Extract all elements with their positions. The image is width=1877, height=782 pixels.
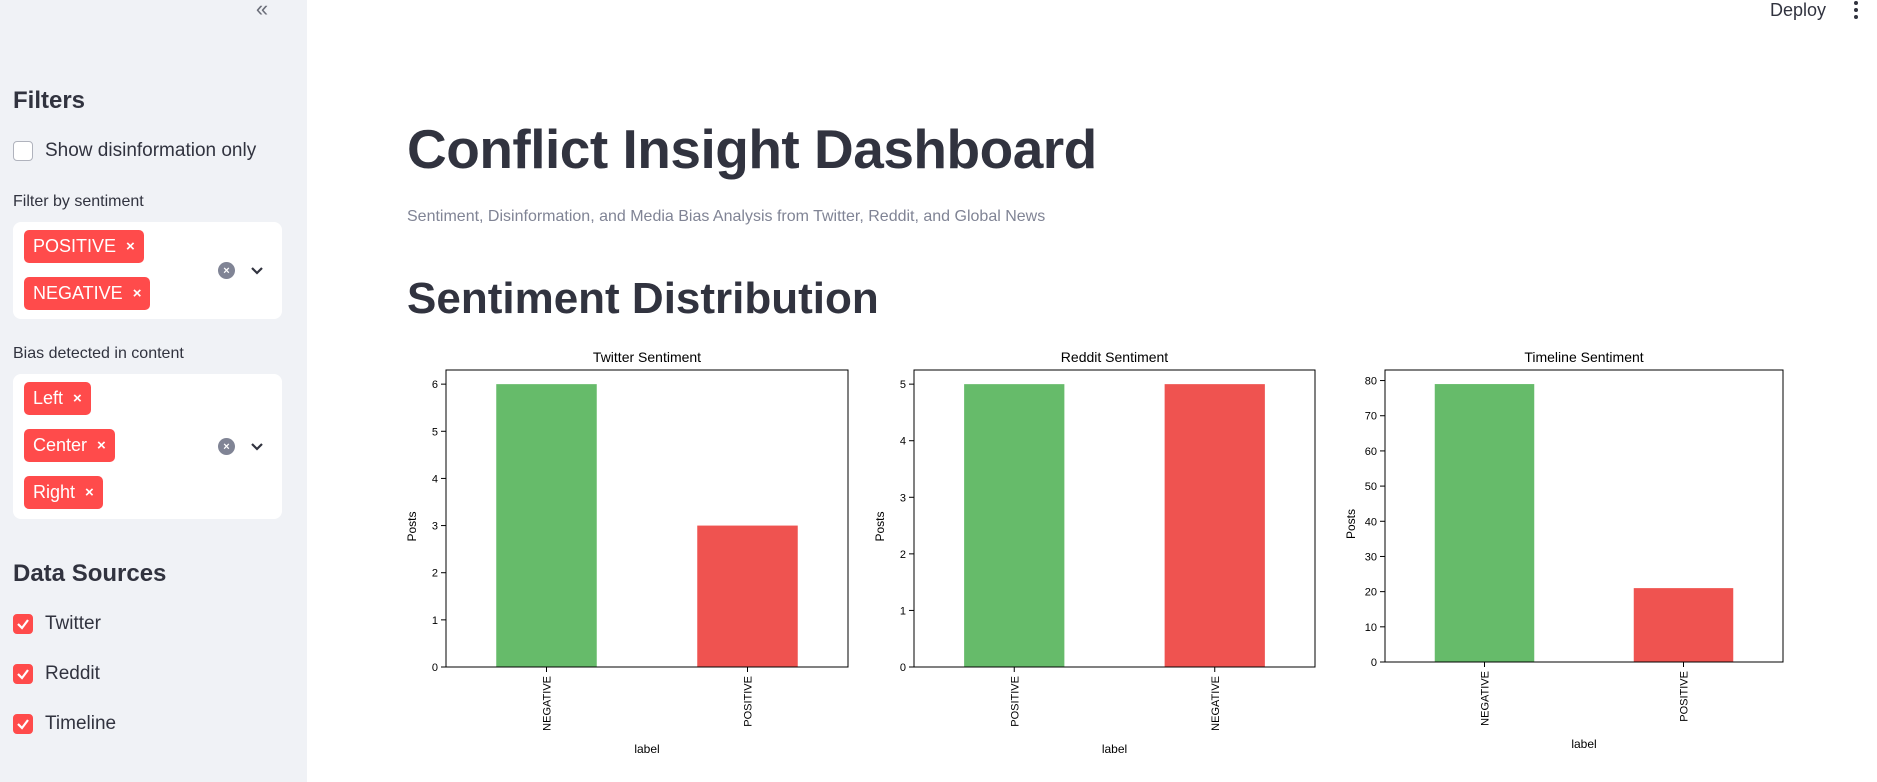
data-sources-heading: Data Sources: [13, 560, 167, 587]
tag-negative[interactable]: NEGATIVE ×: [24, 277, 151, 310]
chart-title: Twitter Sentiment: [593, 349, 701, 365]
source-timeline-checkbox[interactable]: Timeline: [13, 713, 116, 735]
sentiment-filter-label: Filter by sentiment: [13, 193, 144, 210]
tag-left[interactable]: Left ×: [24, 382, 91, 415]
timeline-sentiment-chart-svg: Timeline Sentiment NEGATIVE POSITIVE 0 10 20 3…: [1344, 349, 1784, 751]
chart-bar: [496, 384, 597, 667]
chart-bar: [964, 384, 1065, 667]
deploy-button[interactable]: Deploy: [1770, 0, 1827, 20]
source-label: Reddit: [45, 663, 100, 684]
y-tick-label: 70: [1365, 411, 1377, 423]
x-tick-label: POSITIVE: [743, 676, 755, 727]
y-tick-label: 5: [432, 426, 438, 438]
plot-frame: [445, 369, 849, 668]
chart-bar: [1434, 384, 1535, 662]
y-tick-label: 2: [432, 568, 438, 580]
twitter-sentiment-chart: Twitter Sentiment NEGATIVE POSITIVE 0 1 2 3 4 5 6…: [405, 345, 850, 756]
x-tick-label: POSITIVE: [1009, 676, 1021, 727]
y-tick-label: 10: [1365, 622, 1377, 634]
x-tick-label: NEGATIVE: [1210, 676, 1222, 731]
chart-bar: [1164, 384, 1265, 667]
y-tick-label: 0: [900, 662, 906, 674]
disinformation-checkbox[interactable]: Show disinformation only: [13, 140, 256, 162]
y-tick-label: 80: [1365, 376, 1377, 388]
reddit-sentiment-chart-svg: Reddit Sentiment POSITIVE NEGATIVE 0 1 2 3 4 5 la…: [873, 349, 1316, 756]
sentiment-multiselect[interactable]: POSITIVE × NEGATIVE × ×: [13, 222, 282, 319]
tag-label: Left: [33, 388, 64, 408]
y-tick-label: 50: [1365, 481, 1377, 493]
y-axis-label: Posts: [1344, 509, 1358, 539]
section-title: Sentiment Distribution: [407, 274, 879, 323]
y-tick-label: 60: [1365, 446, 1377, 458]
y-tick-label: 2: [900, 549, 906, 561]
chart-title: Timeline Sentiment: [1524, 349, 1643, 365]
y-tick-label: 40: [1365, 516, 1377, 528]
y-tick-label: 1: [900, 605, 906, 617]
chevron-down-icon[interactable]: [248, 438, 266, 456]
y-tick-label: 6: [432, 379, 438, 391]
clear-all-icon[interactable]: ×: [218, 262, 235, 279]
y-tick-label: 3: [432, 521, 438, 533]
y-tick-label: 4: [432, 473, 438, 485]
remove-tag-icon[interactable]: ×: [132, 285, 142, 302]
remove-tag-icon[interactable]: ×: [97, 437, 106, 454]
y-axis-label: Posts: [873, 511, 887, 541]
source-label: Timeline: [45, 713, 117, 734]
x-tick-label: NEGATIVE: [1480, 671, 1492, 726]
bias-filter-label: Bias detected in content: [13, 345, 184, 362]
reddit-sentiment-chart: Reddit Sentiment POSITIVE NEGATIVE 0 1 2 3 4 5 la…: [873, 345, 1316, 756]
sidebar: « Filters Show disinformation only Filte…: [0, 0, 307, 782]
x-axis-label: label: [1571, 737, 1596, 751]
collapse-sidebar-icon[interactable]: «: [255, 0, 269, 21]
main-menu-icon[interactable]: [1851, 0, 1861, 20]
x-tick-label: NEGATIVE: [542, 676, 554, 731]
x-axis-label: label: [634, 742, 659, 756]
y-axis-label: Posts: [405, 511, 419, 541]
bias-multiselect[interactable]: Left × Center × Right × ×: [13, 374, 282, 519]
remove-tag-icon[interactable]: ×: [126, 238, 135, 255]
chart-bar: [1633, 588, 1734, 662]
checkbox-box[interactable]: [13, 614, 33, 634]
clear-all-icon[interactable]: ×: [218, 438, 235, 455]
plot-frame: [913, 369, 1316, 668]
twitter-sentiment-chart-svg: Twitter Sentiment NEGATIVE POSITIVE 0 1 2 3 4 5 6…: [405, 349, 849, 756]
tag-label: NEGATIVE: [33, 283, 123, 303]
x-tick-label: POSITIVE: [1679, 671, 1691, 722]
x-axis-label: label: [1102, 742, 1127, 756]
page-title: Conflict Insight Dashboard: [407, 118, 1097, 180]
y-tick-label: 0: [1371, 657, 1377, 669]
tag-label: POSITIVE: [33, 236, 117, 256]
source-reddit-checkbox[interactable]: Reddit: [13, 663, 100, 685]
remove-tag-icon[interactable]: ×: [73, 390, 82, 407]
source-twitter-checkbox[interactable]: Twitter: [13, 613, 101, 635]
chevron-down-icon[interactable]: [248, 262, 266, 280]
y-tick-label: 0: [432, 662, 438, 674]
source-label: Twitter: [45, 613, 101, 634]
disinformation-label: Show disinformation only: [45, 140, 257, 161]
y-tick-label: 20: [1365, 587, 1377, 599]
checkbox-box[interactable]: [13, 141, 33, 161]
checkbox-box[interactable]: [13, 664, 33, 684]
plot-frame: [1384, 369, 1784, 663]
tag-right[interactable]: Right ×: [24, 476, 103, 509]
y-tick-label: 1: [432, 615, 438, 627]
tag-label: Center: [33, 435, 88, 455]
checkbox-box[interactable]: [13, 714, 33, 734]
timeline-sentiment-chart: Timeline Sentiment NEGATIVE POSITIVE 0 10 20 3…: [1342, 345, 1784, 755]
tag-positive[interactable]: POSITIVE ×: [24, 230, 144, 263]
y-tick-label: 30: [1365, 551, 1377, 563]
y-tick-label: 5: [900, 379, 906, 391]
page-subtitle: Sentiment, Disinformation, and Media Bia…: [407, 208, 1046, 225]
chart-bar: [697, 525, 798, 667]
y-tick-label: 4: [900, 436, 906, 448]
filters-heading: Filters: [13, 87, 86, 114]
remove-tag-icon[interactable]: ×: [85, 484, 94, 501]
tag-label: Right: [33, 482, 76, 502]
chart-title: Reddit Sentiment: [1061, 349, 1169, 365]
tag-center[interactable]: Center ×: [24, 429, 115, 462]
y-tick-label: 3: [900, 492, 906, 504]
